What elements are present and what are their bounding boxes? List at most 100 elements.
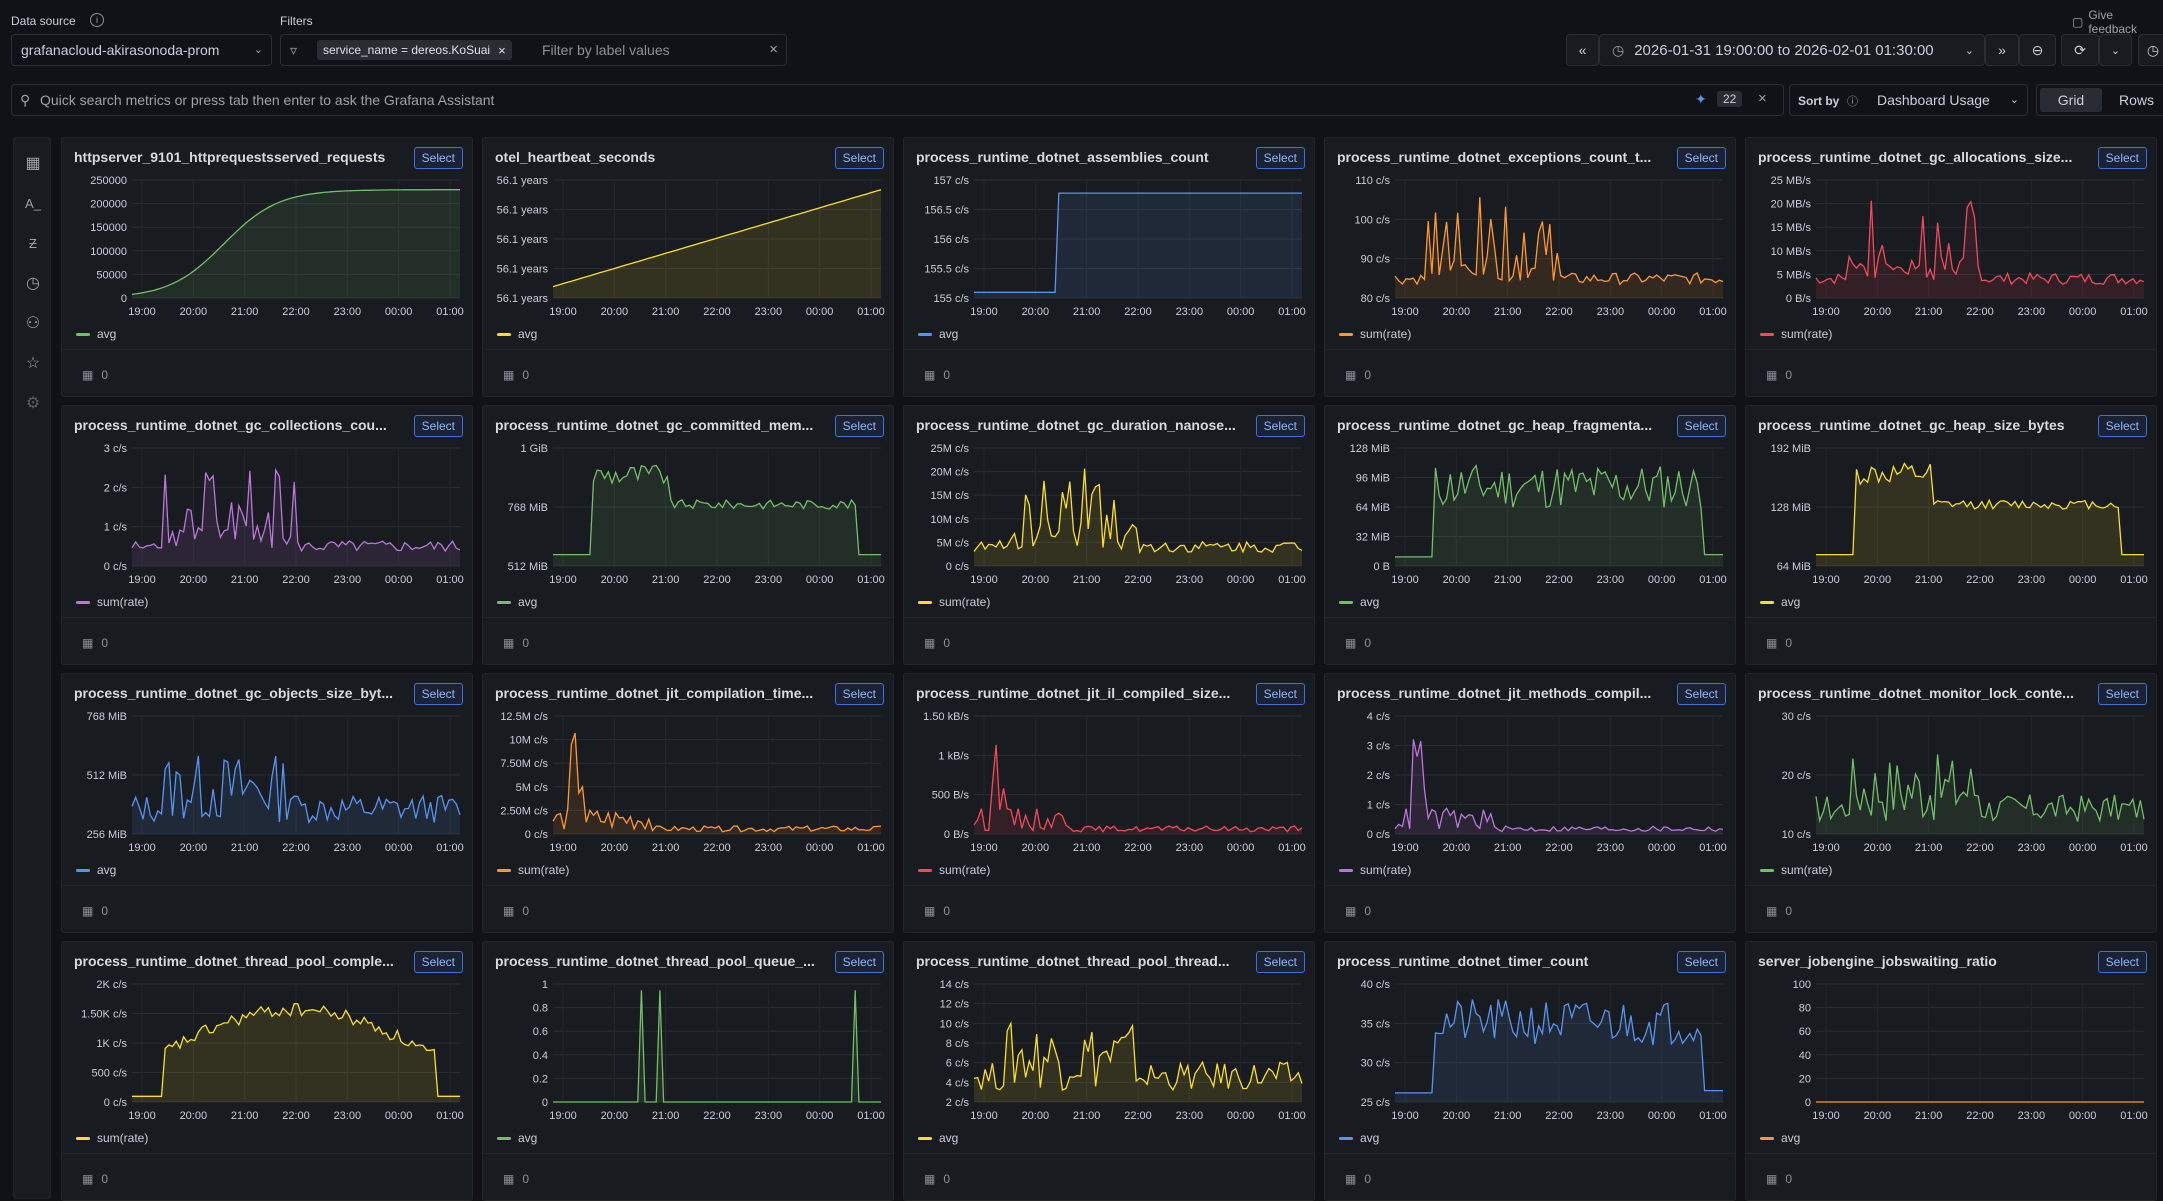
dashboard-count: ▦ 0 [503, 636, 529, 650]
metric-panel[interactable]: process_runtime_dotnet_assemblies_count S… [903, 137, 1315, 397]
view-grid-button[interactable]: Grid [2040, 88, 2102, 112]
panel-legend[interactable]: avg [497, 1131, 537, 1145]
select-button[interactable]: Select [1255, 951, 1305, 973]
x-tick-label: 01:00 [1278, 1110, 1306, 1122]
select-button[interactable]: Select [413, 683, 463, 705]
select-button[interactable]: Select [1676, 415, 1726, 437]
view-toggle[interactable]: Grid Rows [2036, 84, 2163, 116]
zoom-out-button[interactable]: ⊖ [2019, 34, 2056, 66]
panel-legend[interactable]: sum(rate) [76, 595, 148, 609]
select-button[interactable]: Select [1255, 147, 1305, 169]
feedback-link[interactable]: ▢ Give feedback [2072, 8, 2163, 36]
select-button[interactable]: Select [2097, 147, 2147, 169]
select-button[interactable]: Select [1676, 147, 1726, 169]
time-shift-forward-button[interactable]: » [1985, 34, 2019, 66]
groups-icon[interactable]: ⚇ [25, 315, 41, 332]
panel-legend[interactable]: sum(rate) [497, 863, 569, 877]
refresh-button[interactable]: ⟳ [2061, 34, 2099, 66]
refresh-interval-button[interactable]: ⌄ [2099, 34, 2132, 66]
close-icon[interactable]: × [498, 42, 506, 58]
metric-panel[interactable]: process_runtime_dotnet_exceptions_count_… [1324, 137, 1736, 397]
panel-legend[interactable]: sum(rate) [1760, 863, 1832, 877]
metric-panel[interactable]: process_runtime_dotnet_gc_heap_fragmenta… [1324, 405, 1736, 665]
select-button[interactable]: Select [2097, 951, 2147, 973]
filter-input[interactable]: Filter by label values [542, 42, 670, 58]
sort-by-value[interactable]: Dashboard Usage [1877, 92, 1990, 108]
x-tick-label: 23:00 [1597, 1110, 1625, 1122]
clear-icon[interactable]: × [769, 41, 778, 58]
search-input[interactable]: Quick search metrics or press tab then e… [40, 92, 495, 108]
panel-legend[interactable]: sum(rate) [918, 595, 990, 609]
settings-icon[interactable]: ⚙ [25, 395, 41, 412]
dashboard-count-value: 0 [1785, 636, 1793, 650]
panel-legend[interactable]: sum(rate) [1339, 863, 1411, 877]
panel-legend[interactable]: avg [497, 595, 537, 609]
labels-icon[interactable]: A_ [25, 195, 41, 211]
settings-button[interactable]: ◷ [2138, 34, 2163, 66]
panel-legend[interactable]: avg [1760, 595, 1800, 609]
metric-panel[interactable]: process_runtime_dotnet_gc_heap_size_byte… [1745, 405, 2157, 665]
dashboard-count: ▦ 0 [503, 904, 529, 918]
metric-panel[interactable]: process_runtime_dotnet_monitor_lock_cont… [1745, 673, 2157, 933]
select-button[interactable]: Select [834, 951, 884, 973]
select-button[interactable]: Select [834, 147, 884, 169]
metric-panel[interactable]: process_runtime_dotnet_gc_collections_co… [61, 405, 473, 665]
metric-panel[interactable]: process_runtime_dotnet_gc_duration_nanos… [903, 405, 1315, 665]
metric-panel[interactable]: process_runtime_dotnet_jit_methods_compi… [1324, 673, 1736, 933]
info-icon[interactable]: i [90, 13, 104, 27]
metric-panel[interactable]: otel_heartbeat_seconds Select avg ▦ 0 56.1 ye… [482, 137, 894, 397]
metric-panel[interactable]: process_runtime_dotnet_jit_il_compiled_s… [903, 673, 1315, 933]
select-button[interactable]: Select [1676, 951, 1726, 973]
panel-legend[interactable]: avg [497, 327, 537, 341]
select-button[interactable]: Select [413, 951, 463, 973]
select-button[interactable]: Select [1255, 683, 1305, 705]
assistant-icon[interactable]: ✦ [1695, 91, 1707, 107]
metric-panel[interactable]: process_runtime_dotnet_thread_pool_threa… [903, 941, 1315, 1201]
panel-legend[interactable]: sum(rate) [1339, 327, 1411, 341]
star-icon[interactable]: ☆ [25, 355, 41, 372]
history-icon[interactable]: ◷ [26, 275, 40, 292]
x-tick-label: 20:00 [180, 574, 208, 586]
select-button[interactable]: Select [834, 415, 884, 437]
panel-legend[interactable]: avg [76, 327, 116, 341]
select-button[interactable]: Select [1255, 415, 1305, 437]
datasource-select[interactable]: grafanacloud-akirasonoda-prom ⌄ [11, 34, 272, 66]
panel-legend[interactable]: avg [76, 863, 116, 877]
panel-legend[interactable]: avg [918, 1131, 958, 1145]
panel-legend[interactable]: avg [1760, 1131, 1800, 1145]
view-rows-button[interactable]: Rows [2119, 92, 2155, 108]
panel-legend[interactable]: sum(rate) [1760, 327, 1832, 341]
panel-legend[interactable]: avg [1339, 1131, 1379, 1145]
select-button[interactable]: Select [834, 683, 884, 705]
panel-legend[interactable]: sum(rate) [918, 863, 990, 877]
select-button[interactable]: Select [2097, 415, 2147, 437]
select-button[interactable]: Select [413, 415, 463, 437]
metric-panel[interactable]: process_runtime_dotnet_gc_allocations_si… [1745, 137, 2157, 397]
metric-panel[interactable]: process_runtime_dotnet_gc_committed_mem.… [482, 405, 894, 665]
time-shift-back-button[interactable]: « [1566, 34, 1599, 66]
select-button[interactable]: Select [2097, 683, 2147, 705]
metric-panel[interactable]: httpserver_9101_httprequestsserved_reque… [61, 137, 473, 397]
metric-panel[interactable]: process_runtime_dotnet_thread_pool_queue… [482, 941, 894, 1201]
filter-chip[interactable]: service_name = dereos.KoSuai × [317, 40, 512, 60]
dashboards-icon: ▦ [1345, 368, 1357, 382]
sort-icon[interactable]: Ƶ [29, 235, 37, 251]
panel-legend[interactable]: sum(rate) [76, 1131, 148, 1145]
select-button[interactable]: Select [1676, 683, 1726, 705]
metric-panel[interactable]: process_runtime_dotnet_timer_count Select… [1324, 941, 1736, 1201]
x-tick-label: 00:00 [2069, 1110, 2097, 1122]
panel-legend[interactable]: avg [1339, 595, 1379, 609]
select-button[interactable]: Select [413, 147, 463, 169]
sort-by-control[interactable]: Sort by ⓘ Dashboard Usage ⌄ [1789, 84, 2028, 116]
dashboards-icon: ▦ [82, 1172, 94, 1186]
metric-panel[interactable]: process_runtime_dotnet_thread_pool_compl… [61, 941, 473, 1201]
metrics-icon[interactable]: ▦ [25, 155, 41, 172]
clear-search-icon[interactable]: × [1758, 90, 1767, 107]
metric-search[interactable]: ⚲ Quick search metrics or press tab then… [11, 84, 1784, 116]
panel-legend[interactable]: avg [918, 327, 958, 341]
metric-panel[interactable]: server_jobengine_jobswaiting_ratio Select… [1745, 941, 2157, 1201]
metric-panel[interactable]: process_runtime_dotnet_gc_objects_size_b… [61, 673, 473, 933]
filters-bar[interactable]: ▿ service_name = dereos.KoSuai × Filter … [280, 34, 787, 66]
time-range-picker[interactable]: ◷ 2026-01-31 19:00:00 to 2026-02-01 01:3… [1599, 34, 1985, 66]
metric-panel[interactable]: process_runtime_dotnet_jit_compilation_t… [482, 673, 894, 933]
